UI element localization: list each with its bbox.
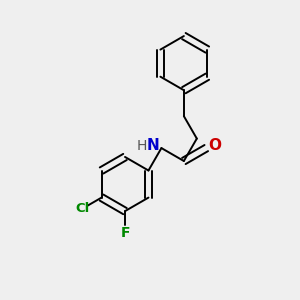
Text: Cl: Cl xyxy=(75,202,89,214)
Text: H: H xyxy=(137,139,148,153)
Text: N: N xyxy=(147,138,160,153)
Text: O: O xyxy=(208,138,222,153)
Text: F: F xyxy=(120,226,130,240)
